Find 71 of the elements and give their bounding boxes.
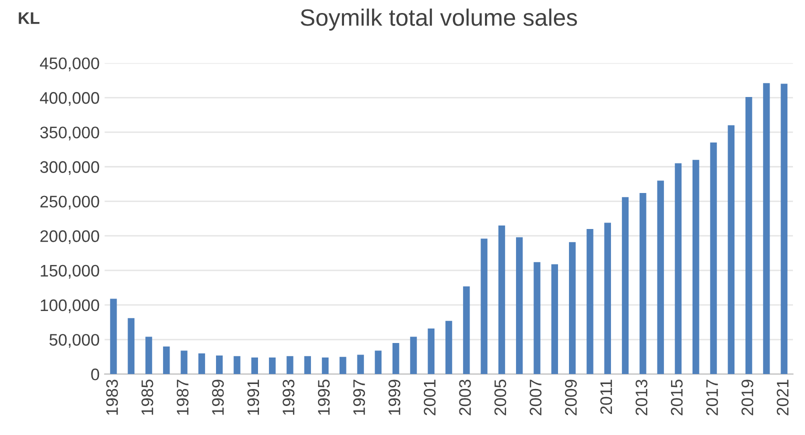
x-tick-label: 1999	[388, 380, 400, 415]
bar	[445, 320, 452, 374]
bar	[234, 356, 240, 374]
bar	[657, 180, 664, 374]
x-tick-label: 2003	[459, 380, 471, 416]
x-tick-label: 1993	[282, 380, 294, 415]
x-tick-label: 2001	[424, 380, 436, 416]
bar	[480, 238, 488, 374]
bar	[728, 125, 735, 374]
bar	[392, 342, 400, 374]
bar	[110, 298, 117, 374]
chart-title: Soymilk total volume sales	[300, 8, 577, 31]
bar	[180, 350, 188, 374]
bar	[498, 226, 506, 374]
bar	[710, 142, 717, 374]
y-tick-label: 350,000	[40, 126, 100, 140]
bar	[568, 242, 576, 374]
bar	[374, 350, 382, 374]
x-tick-label: 2019	[741, 380, 754, 416]
bar	[534, 262, 540, 374]
bar	[251, 358, 258, 374]
bar	[128, 318, 134, 374]
y-tick-label: 200,000	[40, 230, 100, 244]
bar	[763, 83, 770, 374]
bar	[322, 358, 329, 374]
x-tick-label: 1995	[318, 380, 330, 415]
bar	[286, 356, 294, 374]
y-tick-label: 100,000	[40, 299, 100, 314]
bar	[604, 222, 611, 374]
y-tick-label: 50,000	[49, 334, 100, 348]
bar	[216, 355, 223, 374]
x-tick-label: 1983	[106, 380, 118, 415]
bar	[428, 328, 434, 374]
x-tick-label: 2021	[776, 380, 789, 416]
bar	[622, 197, 629, 374]
y-axis-title: KL	[18, 12, 40, 24]
x-tick-label: 1997	[353, 380, 366, 415]
y-tick-label: 400,000	[40, 92, 100, 106]
bar	[780, 84, 788, 374]
bar	[357, 354, 364, 374]
x-tick-label: 2007	[530, 380, 542, 416]
bar	[551, 264, 558, 374]
bar	[640, 193, 646, 374]
bar	[145, 336, 152, 374]
y-tick-label: 450,000	[40, 57, 100, 72]
x-tick-label: 1989	[212, 380, 224, 415]
bar	[692, 160, 700, 374]
x-tick-label: 2017	[706, 380, 718, 416]
x-tick-label: 1985	[141, 380, 154, 415]
bar	[163, 346, 170, 374]
x-tick-label: 2015	[670, 380, 683, 416]
x-tick-label: 2013	[636, 380, 648, 416]
x-tick-label: 2009	[564, 380, 577, 416]
y-tick-label: 150,000	[40, 264, 100, 279]
bar	[463, 286, 470, 374]
bar	[198, 353, 206, 374]
bar	[304, 356, 311, 374]
bar	[586, 228, 594, 374]
y-tick-label: 250,000	[40, 196, 100, 210]
x-tick-label: 2011	[600, 380, 612, 414]
x-tick-label: 1987	[176, 380, 189, 415]
bar	[674, 163, 682, 374]
bar	[410, 336, 417, 374]
bar	[340, 356, 346, 374]
bar	[745, 96, 752, 374]
bar	[516, 237, 523, 374]
y-tick-label: 300,000	[40, 161, 100, 175]
x-tick-label: 2005	[494, 380, 506, 416]
y-tick-label: 0	[91, 368, 100, 380]
bar	[268, 358, 276, 374]
x-tick-label: 1991	[247, 380, 260, 415]
